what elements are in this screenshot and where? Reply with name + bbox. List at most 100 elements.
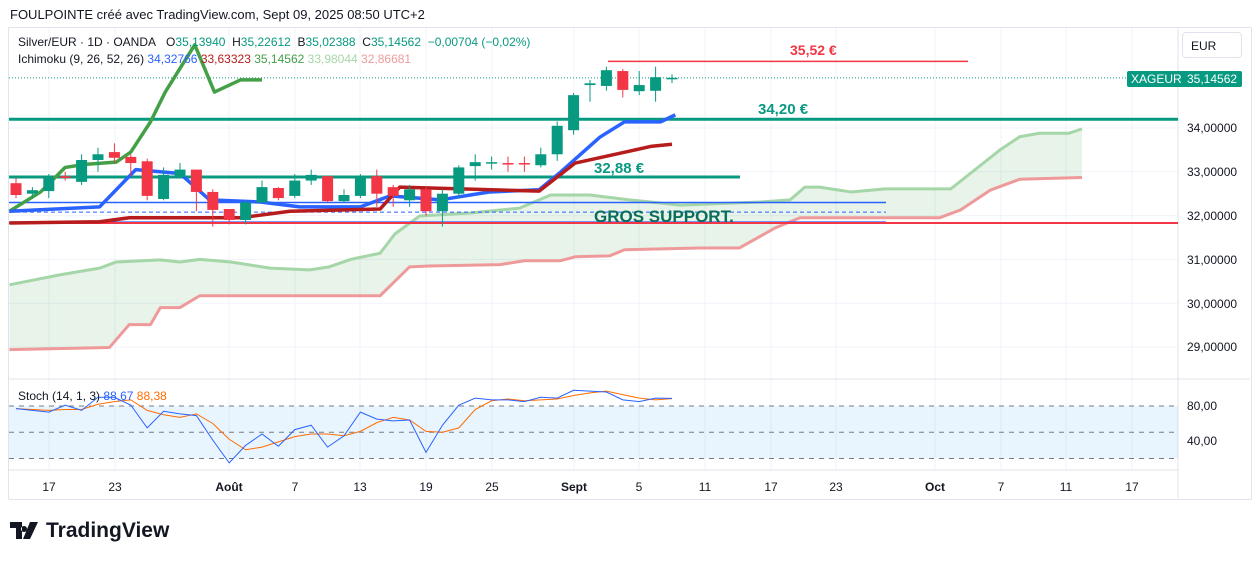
candle-body bbox=[404, 189, 416, 201]
currency-button[interactable]: EUR bbox=[1182, 32, 1242, 58]
stoch-tick: 40,00 bbox=[1187, 434, 1218, 448]
candle-body bbox=[551, 125, 563, 155]
price-tag-value: 35,14562 bbox=[1182, 71, 1243, 87]
x-tick: 25 bbox=[485, 480, 499, 494]
tradingview-logo[interactable]: TradingView bbox=[10, 519, 169, 543]
candle-body bbox=[502, 163, 514, 165]
candle-body bbox=[289, 180, 301, 196]
tenkan-value: 34,32766 bbox=[147, 52, 198, 66]
candle-body bbox=[190, 169, 202, 192]
candle-body bbox=[108, 152, 120, 158]
chart-title: FOULPOINTE créé avec TradingView.com, Se… bbox=[10, 7, 425, 22]
candle-body bbox=[469, 162, 481, 167]
high-label: H bbox=[232, 35, 241, 49]
candle-body bbox=[486, 162, 498, 164]
gros-support-label: GROS SUPPORT. bbox=[594, 207, 734, 226]
x-tick: Oct bbox=[924, 480, 946, 494]
candle-body bbox=[174, 169, 186, 178]
y-tick: 29,00000 bbox=[1187, 340, 1238, 354]
close-value: 35,14562 bbox=[370, 35, 422, 49]
candle-body bbox=[26, 190, 38, 194]
candle-body bbox=[125, 156, 137, 164]
tradingview-logo-text: TradingView bbox=[46, 519, 170, 542]
x-tick: 7 bbox=[291, 480, 299, 494]
x-tick: Sept bbox=[560, 480, 588, 494]
stoch-label[interactable]: Stoch (14, 1, 3) bbox=[18, 389, 101, 403]
tenkan-line bbox=[9, 113, 677, 213]
open-value: 35,13940 bbox=[175, 35, 226, 49]
candle-body bbox=[518, 163, 530, 165]
level-34-20-label: 34,20 € bbox=[758, 101, 809, 118]
candle-body bbox=[387, 187, 399, 196]
x-tick: 11 bbox=[698, 480, 712, 494]
candle-body bbox=[223, 209, 235, 220]
span-a-value: 33,98044 bbox=[307, 52, 358, 66]
candle-body bbox=[76, 159, 88, 182]
candle-body bbox=[59, 176, 71, 178]
level-32-88-label: 32,88 € bbox=[594, 160, 645, 177]
candle-body bbox=[354, 176, 366, 196]
x-tick: 11 bbox=[1059, 480, 1073, 494]
candle-body bbox=[305, 174, 317, 181]
candle-body bbox=[633, 85, 645, 92]
low-label: B bbox=[297, 35, 306, 49]
stoch-d-value: 88,38 bbox=[136, 389, 167, 403]
candle-body bbox=[141, 161, 153, 196]
candle-body bbox=[650, 77, 662, 91]
y-tick: 33,00000 bbox=[1187, 165, 1238, 179]
candle-body bbox=[43, 177, 55, 192]
chikou-line bbox=[8, 43, 262, 213]
candle-body bbox=[256, 187, 268, 203]
stoch-k-value: 88,67 bbox=[103, 389, 134, 403]
ichimoku-label[interactable]: Ichimoku (9, 26, 52, 26) bbox=[18, 52, 145, 66]
candle-body bbox=[584, 83, 596, 86]
candle-body bbox=[207, 191, 219, 210]
x-tick: 17 bbox=[1125, 480, 1139, 494]
open-label: O bbox=[166, 35, 176, 49]
candle-body bbox=[322, 176, 334, 202]
span-a-line bbox=[9, 127, 1083, 287]
x-tick: 19 bbox=[419, 480, 433, 494]
ichimoku-legend: Ichimoku (9, 26, 52, 26) 34,32766 33,633… bbox=[18, 52, 411, 66]
candle-body bbox=[10, 183, 22, 196]
candle-body bbox=[535, 154, 547, 166]
candle-body bbox=[420, 189, 432, 212]
price-tag-symbol: XAGEUR bbox=[1127, 71, 1186, 87]
close-label: C bbox=[362, 35, 371, 49]
stoch-legend: Stoch (14, 1, 3) 88,67 88,38 bbox=[18, 389, 167, 403]
candle-body bbox=[338, 195, 350, 202]
candle-body bbox=[158, 174, 170, 199]
symbol-legend: Silver/EUR · 1D · OANDA O35,13940 H35,22… bbox=[18, 35, 530, 49]
y-tick: 32,00000 bbox=[1187, 209, 1238, 223]
high-value: 35,22612 bbox=[240, 35, 291, 49]
candle-body bbox=[272, 188, 284, 199]
chart-frame bbox=[8, 27, 1252, 500]
x-tick: 7 bbox=[997, 480, 1005, 494]
x-tick: Août bbox=[215, 480, 243, 494]
x-tick: 13 bbox=[353, 480, 367, 494]
x-tick: 23 bbox=[108, 480, 122, 494]
candle-body bbox=[568, 95, 580, 131]
symbol-name[interactable]: Silver/EUR · 1D · OANDA bbox=[18, 35, 157, 49]
candle-body bbox=[92, 154, 104, 160]
change-value: −0,00704 (−0,02%) bbox=[427, 35, 531, 49]
candle-body bbox=[600, 70, 612, 86]
stoch-k-line bbox=[15, 389, 673, 464]
x-tick: 17 bbox=[42, 480, 56, 494]
y-tick: 34,00000 bbox=[1187, 121, 1238, 135]
span-b-line bbox=[9, 175, 1083, 352]
candle-body bbox=[666, 77, 678, 80]
x-tick: 23 bbox=[829, 480, 843, 494]
kijun-value: 33,63323 bbox=[200, 52, 251, 66]
resistance-label: 35,52 € bbox=[790, 42, 837, 58]
candle-body bbox=[371, 176, 383, 194]
candle-body bbox=[617, 71, 629, 90]
y-tick: 31,00000 bbox=[1187, 253, 1238, 267]
candle-body bbox=[436, 193, 448, 212]
x-tick: 5 bbox=[635, 480, 643, 494]
low-value: 35,02388 bbox=[305, 35, 356, 49]
candle-body bbox=[453, 167, 465, 194]
stoch-tick: 80,00 bbox=[1187, 399, 1218, 413]
tradingview-logo-icon bbox=[10, 522, 38, 539]
